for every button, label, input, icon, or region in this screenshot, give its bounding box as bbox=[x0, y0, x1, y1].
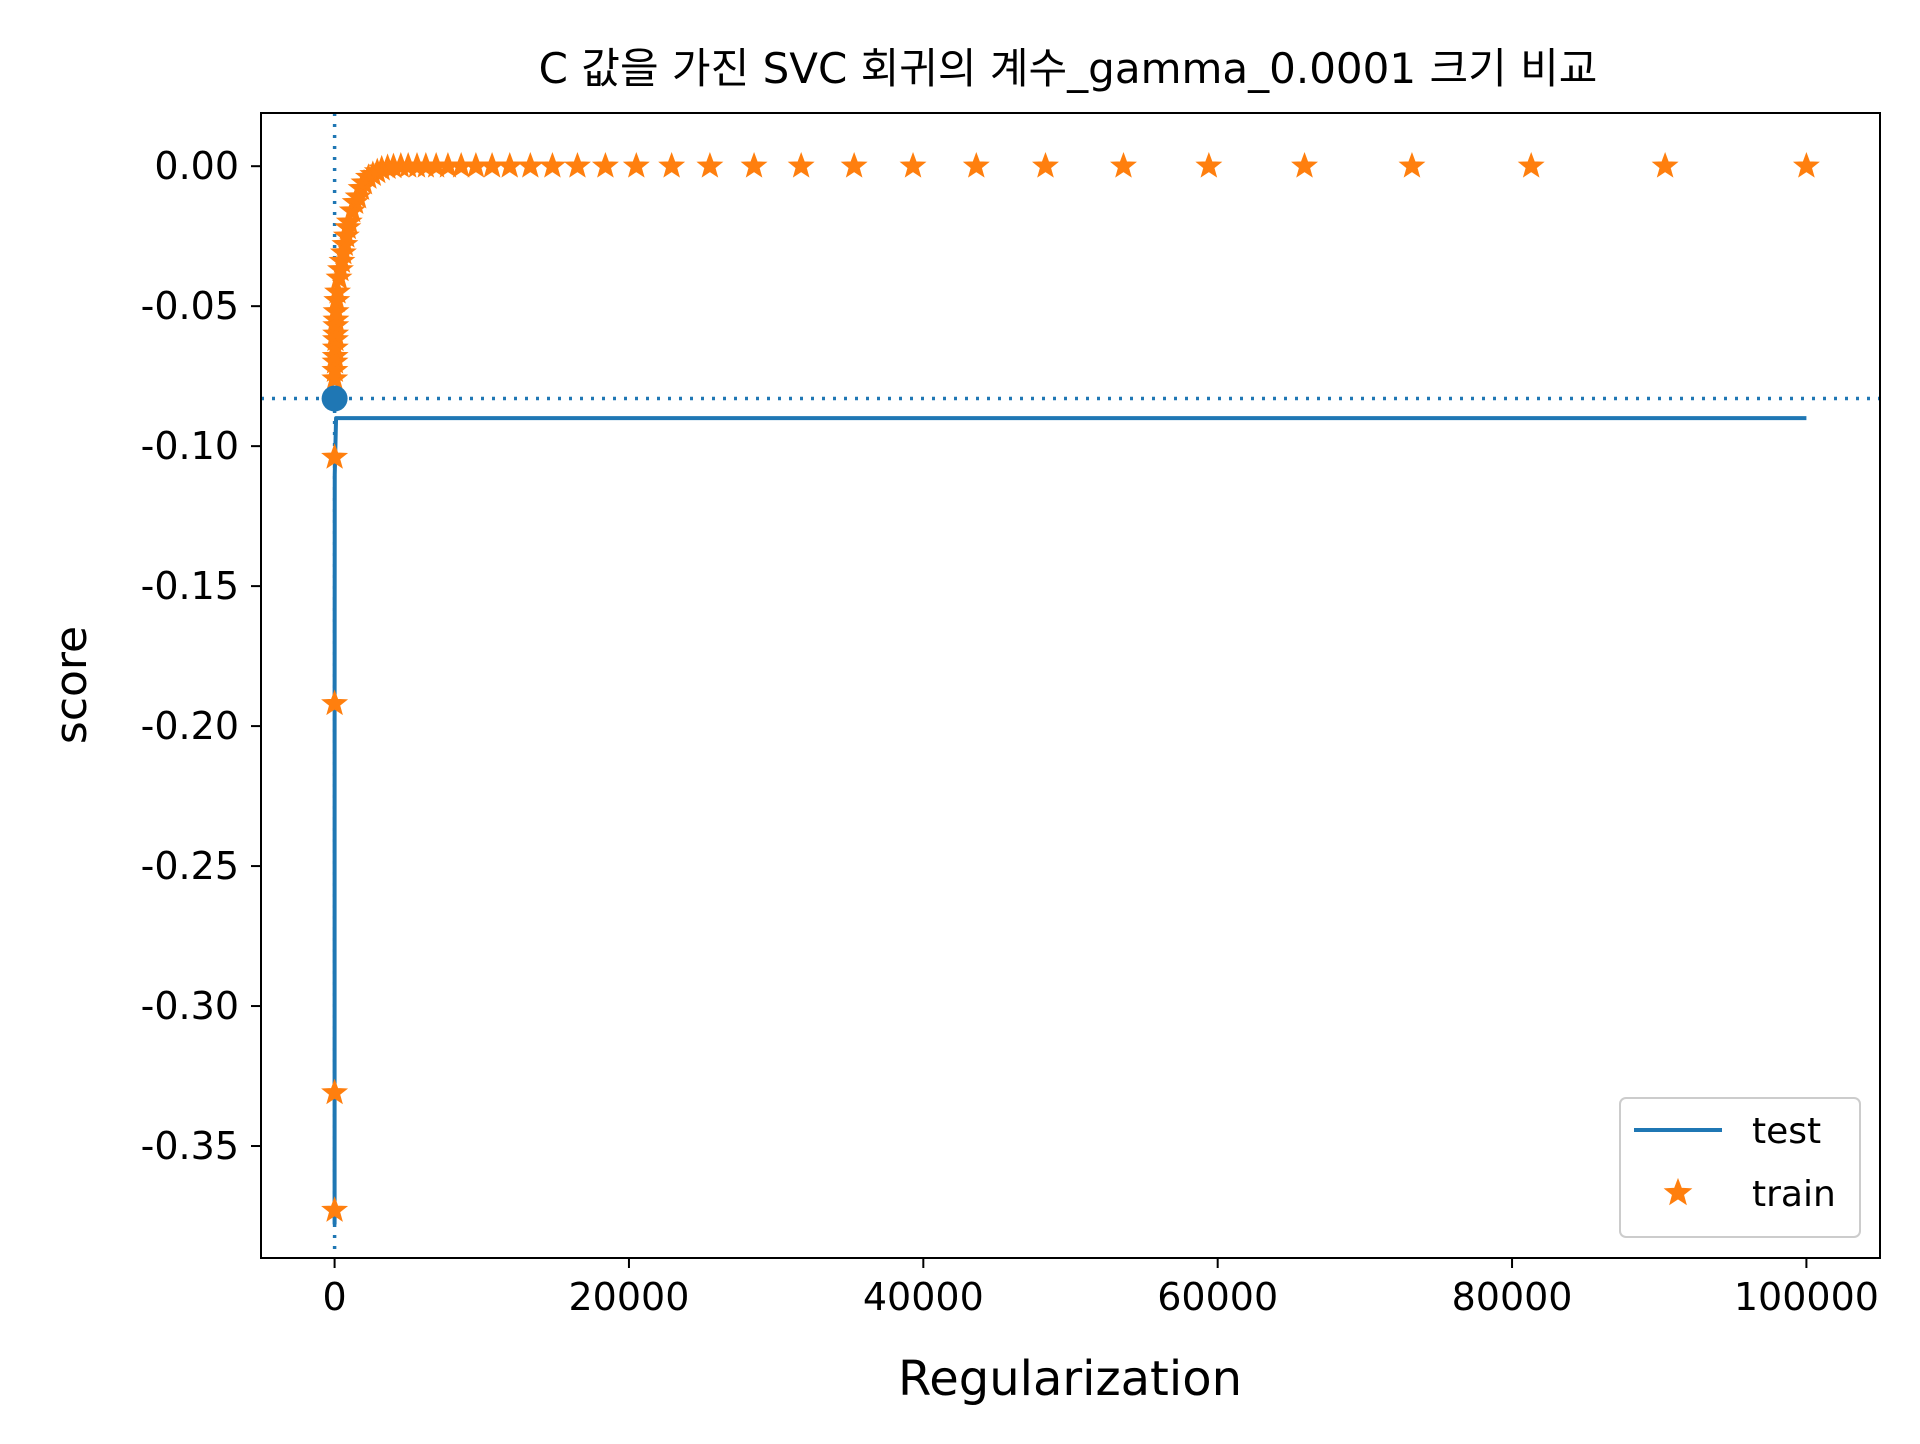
train-point bbox=[322, 297, 350, 324]
train-point bbox=[962, 152, 990, 178]
chart-title: C 값을 가진 SVC 회귀의 계수_gamma_0.0001 크기 비교 bbox=[539, 44, 1598, 93]
train-point bbox=[840, 152, 868, 178]
train-point bbox=[1517, 152, 1545, 178]
train-point bbox=[563, 152, 591, 178]
y-tick-label: -0.35 bbox=[141, 1124, 239, 1168]
legend-train-marker bbox=[1663, 1177, 1693, 1206]
train-point bbox=[321, 1078, 349, 1105]
y-tick-label: -0.25 bbox=[141, 844, 239, 888]
train-point bbox=[1032, 152, 1059, 178]
y-tick-label: -0.10 bbox=[141, 424, 239, 468]
train-point bbox=[1651, 152, 1679, 178]
train-point bbox=[899, 152, 927, 178]
train-point bbox=[321, 342, 349, 369]
y-axis-label: score bbox=[46, 626, 97, 744]
x-axis-label: Regularization bbox=[898, 1351, 1242, 1407]
train-point bbox=[332, 222, 360, 248]
train-point bbox=[478, 152, 506, 178]
y-tick-label: 0.00 bbox=[154, 144, 239, 188]
train-point bbox=[658, 152, 686, 178]
y-tick-label: -0.15 bbox=[141, 564, 239, 608]
y-tick-label: -0.20 bbox=[141, 704, 239, 748]
train-point bbox=[321, 364, 349, 391]
train-point bbox=[328, 247, 356, 273]
train-point bbox=[591, 152, 619, 178]
train-point bbox=[329, 238, 357, 265]
y-tick-label: -0.05 bbox=[141, 284, 239, 328]
train-point bbox=[321, 443, 349, 469]
train-point bbox=[1398, 152, 1426, 178]
x-axis-ticks: 0 20000 40000 60000 80000 100000 bbox=[322, 1258, 1879, 1319]
x-tick-label: 40000 bbox=[863, 1275, 984, 1319]
train-point bbox=[321, 356, 349, 383]
train-point bbox=[740, 152, 768, 178]
reference-lines bbox=[261, 113, 1880, 1258]
train-point bbox=[322, 305, 350, 332]
series-layer bbox=[321, 152, 1820, 1225]
test-series-line bbox=[332, 416, 1807, 1225]
legend-train-star bbox=[1663, 1177, 1693, 1206]
train-point bbox=[321, 333, 349, 360]
train-point bbox=[322, 319, 350, 346]
x-tick-label: 20000 bbox=[569, 1275, 690, 1319]
train-point bbox=[321, 689, 349, 716]
train-point bbox=[325, 264, 353, 290]
train-point bbox=[323, 286, 351, 313]
legend-box bbox=[1619, 1097, 1861, 1238]
train-point bbox=[1291, 152, 1318, 178]
train-point bbox=[787, 152, 815, 178]
plot-frame bbox=[260, 112, 1881, 1259]
x-tick-label: 0 bbox=[322, 1275, 346, 1319]
legend: test train bbox=[1619, 1097, 1861, 1238]
train-point bbox=[696, 152, 724, 178]
train-point bbox=[538, 152, 566, 178]
train-point bbox=[331, 230, 359, 257]
x-tick-label: 100000 bbox=[1734, 1275, 1879, 1319]
train-point bbox=[496, 152, 524, 178]
x-tick-label: 80000 bbox=[1452, 1275, 1573, 1319]
train-point bbox=[321, 1196, 349, 1222]
train-point bbox=[1792, 152, 1820, 178]
y-tick-label: -0.30 bbox=[141, 984, 239, 1028]
train-point bbox=[327, 255, 354, 282]
x-tick-label: 60000 bbox=[1157, 1275, 1278, 1319]
train-point bbox=[622, 152, 650, 178]
train-point bbox=[1110, 152, 1137, 178]
legend-train-label: train bbox=[1752, 1174, 1836, 1215]
train-point bbox=[1195, 152, 1223, 178]
y-axis-ticks: 0.00 -0.05 -0.10 -0.15 -0.20 -0.25 -0.30 -0.35 bbox=[141, 144, 261, 1168]
train-point bbox=[516, 152, 544, 178]
legend-test-label: test bbox=[1752, 1111, 1821, 1152]
best-score-point bbox=[321, 385, 348, 412]
